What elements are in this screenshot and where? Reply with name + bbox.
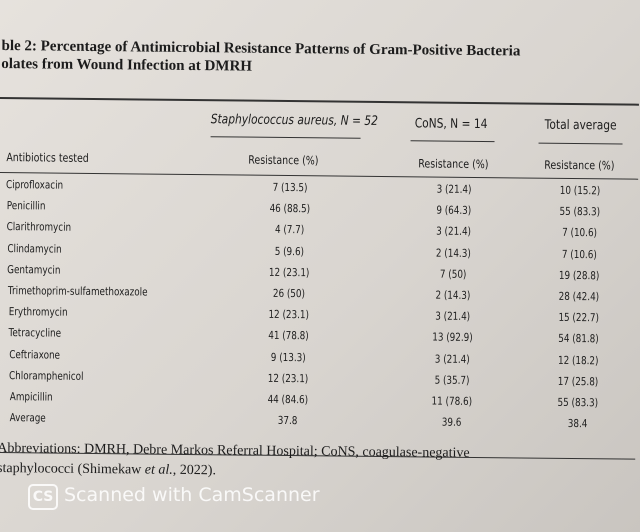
resistance-value: 9 (13.3) <box>270 350 306 364</box>
resistance-value: 7 (10.6) <box>561 247 597 261</box>
resistance-value: 28 (42.4) <box>558 289 600 304</box>
antibiotic-name: Erythromycin <box>8 305 68 319</box>
column-header: Resistance (%) <box>544 157 615 173</box>
antibiotic-name: Clarithromycin <box>6 220 72 235</box>
group-header: Total average <box>544 117 617 134</box>
resistance-value: 38.4 <box>567 417 588 431</box>
resistance-value: 5 (9.6) <box>274 244 305 258</box>
header-rule <box>538 142 623 145</box>
resistance-value: 54 (81.8) <box>558 332 599 346</box>
resistance-value: 13 (92.9) <box>432 330 473 345</box>
header-rule <box>210 136 361 139</box>
antibiotic-name: Ceftriaxone <box>9 347 60 362</box>
resistance-value: 12 (23.1) <box>267 371 309 386</box>
resistance-value: 37.8 <box>277 414 298 428</box>
resistance-value: 19 (28.8) <box>558 268 600 283</box>
resistance-value: 4 (7.7) <box>274 223 305 237</box>
resistance-value: 41 (78.8) <box>268 329 309 343</box>
resistance-value: 7 (13.5) <box>272 180 308 195</box>
footnote-text: et al. <box>144 462 173 478</box>
column-header: Resistance (%) <box>248 152 319 168</box>
antibiotic-name: Trimethoprim-sulfamethoxazole <box>7 284 148 299</box>
resistance-value: 26 (50) <box>272 286 306 301</box>
resistance-value: 7 (50) <box>439 267 467 281</box>
footnote-text: staphylococci (Shimekaw <box>0 460 145 478</box>
antibiotic-name: Average <box>9 411 46 425</box>
resistance-value: 9 (64.3) <box>436 203 472 218</box>
resistance-value: 3 (21.4) <box>436 182 472 196</box>
table-body <box>0 0 640 7</box>
resistance-value: 44 (84.6) <box>267 392 309 407</box>
group-header: Staphylococcus aureus, N = 52 <box>211 112 378 129</box>
resistance-value: 10 (15.2) <box>559 183 601 198</box>
resistance-value: 15 (22.7) <box>558 311 600 325</box>
antibiotic-name: Penicillin <box>6 199 46 213</box>
resistance-value: 5 (35.7) <box>434 373 470 387</box>
resistance-value: 3 (21.4) <box>434 352 470 366</box>
resistance-value: 2 (14.3) <box>435 246 471 260</box>
resistance-value: 7 (10.6) <box>562 226 598 240</box>
resistance-value: 55 (83.3) <box>559 205 601 219</box>
column-header: Antibiotics tested <box>6 150 89 165</box>
column-header: Resistance (%) <box>418 156 489 172</box>
antibiotic-name: Tetracycline <box>8 326 62 341</box>
resistance-value: 12 (18.2) <box>557 353 599 367</box>
resistance-value: 39.6 <box>441 415 462 430</box>
resistance-value: 46 (88.5) <box>269 202 311 216</box>
header-rule <box>410 140 495 143</box>
resistance-value: 2 (14.3) <box>435 288 471 302</box>
header-text: Staphylococcus aureus, N = 52 <box>210 112 378 129</box>
top-rule <box>0 96 639 106</box>
group-header: CoNS, N = 14 <box>414 116 488 133</box>
antibiotic-name: Ampicillin <box>9 390 53 404</box>
resistance-value: 3 (21.4) <box>436 224 472 239</box>
watermark-logo: CS <box>28 484 58 510</box>
resistance-value: 3 (21.4) <box>435 309 471 324</box>
resistance-value: 17 (25.8) <box>557 374 599 389</box>
resistance-value: 55 (83.3) <box>557 395 599 410</box>
watermark-text: Scanned with CamScanner <box>64 484 320 506</box>
antibiotic-name: Clindamycin <box>7 241 62 256</box>
footnote-text: , 2022). <box>172 462 217 479</box>
header-bottom-rule <box>0 171 639 180</box>
title-line: olates from Wound Infection at DMRH <box>1 56 253 75</box>
footnote-line: Abbreviations: DMRH, Debre Markos Referr… <box>0 440 470 461</box>
footnote-line: staphylococci (Shimekaw et al., 2022). <box>0 461 216 479</box>
watermark-logo-text: CS <box>32 489 54 505</box>
resistance-value: 11 (78.6) <box>431 394 473 408</box>
antibiotic-name: Ciprofloxacin <box>5 178 64 192</box>
resistance-value: 12 (23.1) <box>268 265 310 280</box>
resistance-value: 12 (23.1) <box>268 308 310 322</box>
antibiotic-name: Chloramphenicol <box>9 368 84 383</box>
antibiotic-name: Gentamycin <box>7 262 61 277</box>
